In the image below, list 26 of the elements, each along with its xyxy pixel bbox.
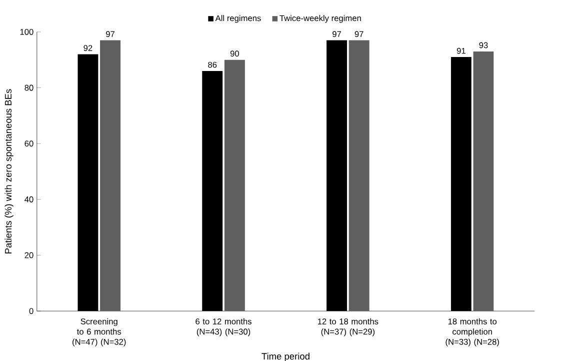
bar xyxy=(473,51,494,311)
x-tick-label: 6 to 12 months (N=43) (N=30) xyxy=(196,318,252,336)
data-label: 86 xyxy=(208,62,217,68)
bar xyxy=(224,60,245,311)
data-label: 97 xyxy=(106,31,114,37)
x-axis-title: Time period xyxy=(262,352,310,361)
x-tick-label: Screening to 6 months (N=47) (N=32) xyxy=(72,318,126,346)
y-axis-title: Patients (%) with zero spontaneous BEs xyxy=(4,89,14,254)
y-tick-label: 0 xyxy=(29,308,34,314)
data-label: 93 xyxy=(479,42,488,48)
legend-label: All regimens xyxy=(215,14,261,23)
y-tick-label: 20 xyxy=(24,252,34,258)
y-tick-label: 60 xyxy=(24,140,34,146)
y-tick-label: 80 xyxy=(24,84,34,91)
y-tick-label: 100 xyxy=(20,28,34,35)
data-label: 97 xyxy=(332,31,341,37)
legend-label: Twice-weekly regimen xyxy=(280,14,361,23)
bar xyxy=(100,40,120,311)
x-tick-label: 18 months to completion (N=33) (N=28) xyxy=(446,318,499,346)
x-tick-label: 12 to 18 months (N=37) (N=29) xyxy=(318,318,378,336)
y-tick-label: 40 xyxy=(24,196,34,202)
data-label: 91 xyxy=(456,48,466,54)
data-label: 90 xyxy=(230,50,239,56)
bar xyxy=(348,40,370,311)
data-label: 97 xyxy=(354,31,364,37)
data-label: 92 xyxy=(84,45,92,51)
